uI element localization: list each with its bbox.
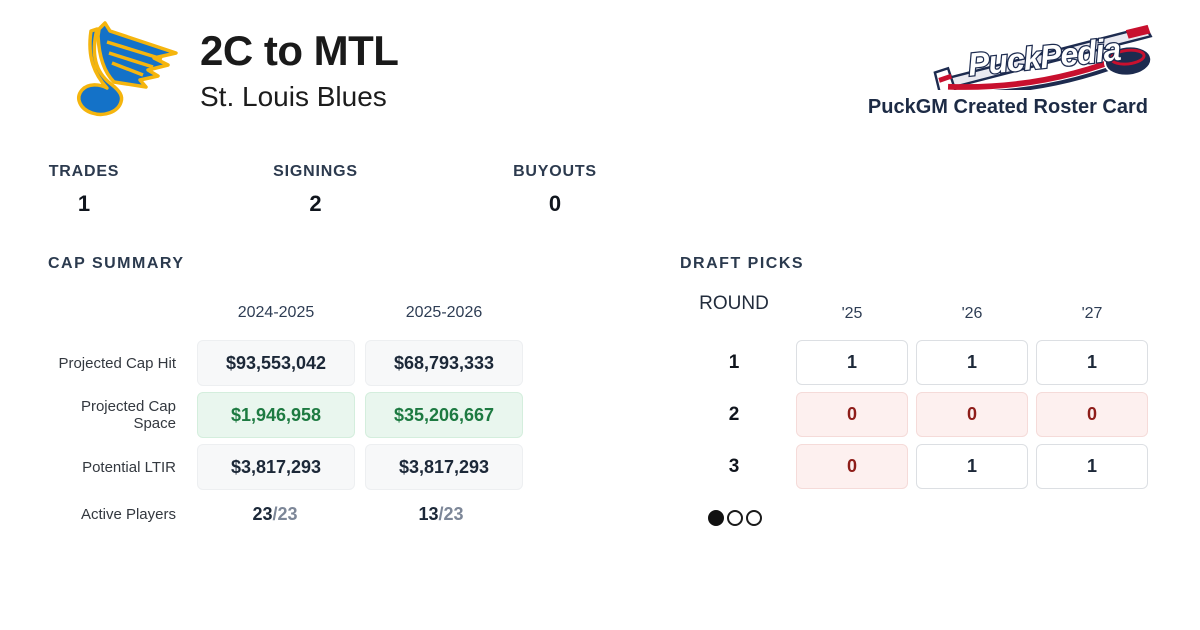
stat-buyouts: BUYOUTS 0 — [509, 163, 601, 217]
pagination-dot-1[interactable] — [708, 510, 724, 526]
pick-count-r1-27: 1 — [1036, 340, 1148, 385]
stat-value: 0 — [548, 191, 562, 216]
pick-count-r3-27: 1 — [1036, 444, 1148, 489]
brand-caption: PuckGM Created Roster Card — [867, 96, 1148, 118]
puckpedia-logo-icon: PuckPedia — [930, 24, 1162, 98]
table-row-projected-cap-space: Projected Cap Space $1,946,958 $35,206,6… — [48, 392, 524, 438]
cap-summary-section: CAP SUMMARY 2024-2025 2025-2026 Projecte… — [48, 252, 524, 552]
draft-year-headers: '25 '26 '27 — [680, 305, 1148, 329]
active-count: 23 — [252, 503, 273, 524]
page-title: 2C to MTL — [200, 27, 399, 74]
stat-value: 2 — [309, 191, 322, 216]
year-header-27: '27 — [1081, 305, 1103, 322]
cap-space-value-2025: $35,206,667 — [365, 392, 523, 438]
round-column-header: ROUND — [699, 293, 769, 314]
year-header-25: '25 — [841, 305, 863, 322]
active-players-2024: 23/23 — [197, 492, 353, 536]
ltir-value-2025: $3,817,293 — [365, 444, 523, 490]
year-header-26: '26 — [961, 305, 983, 322]
column-header-season-2: 2025-2026 — [405, 304, 483, 321]
svg-text:PuckPedia: PuckPedia — [966, 31, 1122, 83]
pick-count-r2-26: 0 — [916, 392, 1028, 437]
cap-hit-value-2024: $93,553,042 — [197, 340, 355, 386]
ltir-value-2024: $3,817,293 — [197, 444, 355, 490]
active-count: 13 — [418, 503, 439, 524]
blues-note-logo-icon — [56, 20, 188, 122]
title-block: 2C to MTL St. Louis Blues — [200, 26, 399, 114]
team-name: St. Louis Blues — [200, 81, 387, 112]
round-number: 3 — [728, 455, 740, 477]
stat-trades: TRADES 1 — [44, 163, 124, 217]
table-row-projected-cap-hit: Projected Cap Hit $93,553,042 $68,793,33… — [48, 340, 524, 386]
cap-summary-column-headers: 2024-2025 2025-2026 — [48, 304, 524, 328]
cap-hit-value-2025: $68,793,333 — [365, 340, 523, 386]
pick-count-r2-25: 0 — [796, 392, 908, 437]
round-number: 2 — [728, 403, 740, 425]
row-label: Projected Cap Space — [80, 398, 176, 432]
draft-row-round-3: 3 0 1 1 — [680, 444, 1148, 489]
column-header-season-1: 2024-2025 — [237, 304, 315, 321]
pick-count-r2-27: 0 — [1036, 392, 1148, 437]
roster-limit: /23 — [272, 503, 298, 524]
cap-space-value-2024: $1,946,958 — [197, 392, 355, 438]
pagination-dot-2[interactable] — [727, 510, 743, 526]
round-number: 1 — [728, 351, 740, 373]
stat-label: TRADES — [48, 163, 120, 180]
draft-picks-section: DRAFT PICKS ROUND '25 '26 '27 1 1 1 1 2 … — [680, 252, 1148, 552]
draft-row-round-1: 1 1 1 1 — [680, 340, 1148, 385]
draft-row-round-2: 2 0 0 0 — [680, 392, 1148, 437]
row-label: Active Players — [80, 505, 176, 523]
pagination-dots — [708, 510, 762, 526]
pagination-dot-3[interactable] — [746, 510, 762, 526]
stat-label: SIGNINGS — [273, 163, 358, 180]
section-title-cap-summary: CAP SUMMARY — [48, 255, 185, 272]
pick-count-r3-26: 1 — [916, 444, 1028, 489]
pick-count-r3-25: 0 — [796, 444, 908, 489]
active-players-2025: 13/23 — [363, 492, 519, 536]
stat-label: BUYOUTS — [513, 163, 597, 180]
stat-signings: SIGNINGS 2 — [268, 163, 363, 217]
pick-count-r1-25: 1 — [796, 340, 908, 385]
table-row-potential-ltir: Potential LTIR $3,817,293 $3,817,293 — [48, 444, 524, 490]
pick-count-r1-26: 1 — [916, 340, 1028, 385]
table-row-active-players: Active Players 23/23 13/23 — [48, 496, 524, 532]
roster-limit: /23 — [438, 503, 464, 524]
row-label: Projected Cap Hit — [58, 354, 176, 372]
stat-value: 1 — [77, 191, 91, 216]
row-label: Potential LTIR — [82, 458, 176, 476]
section-title-draft-picks: DRAFT PICKS — [680, 255, 805, 272]
